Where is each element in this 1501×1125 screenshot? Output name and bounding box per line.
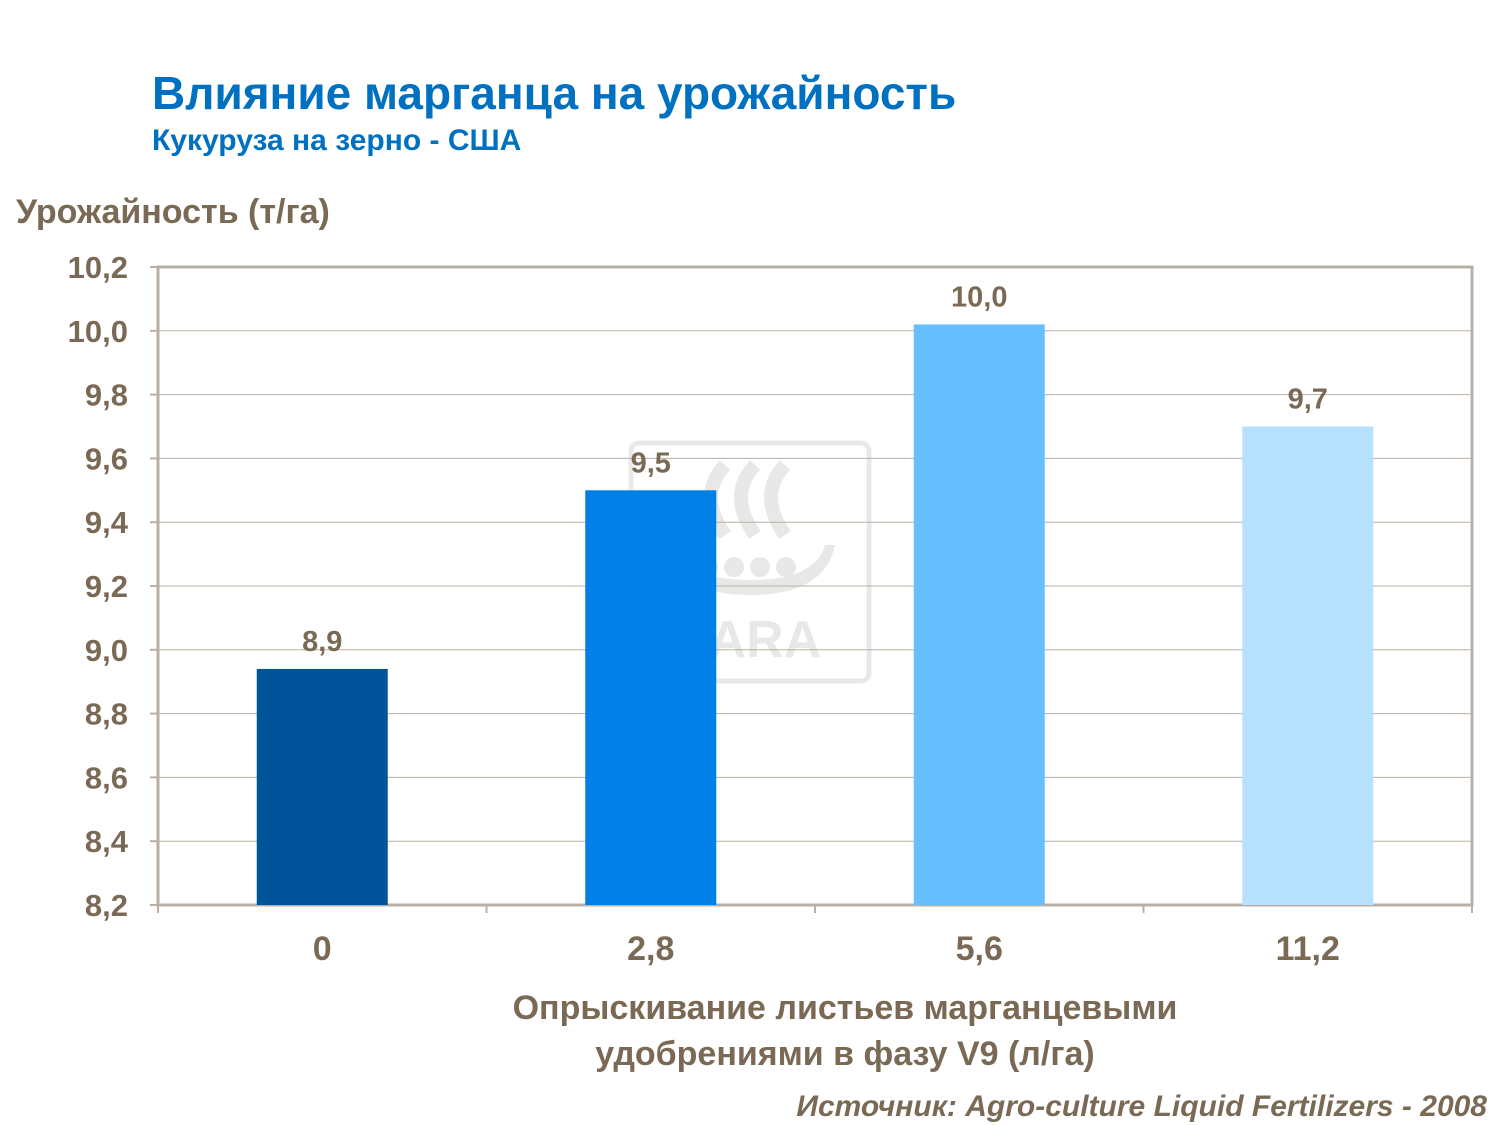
y-tick-label: 9,2 [85,569,128,604]
chart-subtitle: Кукуруза на зерно - США [152,124,522,157]
data-label: 8,9 [302,626,342,658]
bar [256,668,388,905]
x-tick-label: 0 [313,930,332,968]
x-tick-label: 11,2 [1276,930,1340,968]
watermark-wave [764,460,791,540]
y-tick-label: 10,2 [68,250,128,285]
data-label: 10,0 [951,281,1007,313]
x-axis-label-line-2: удобрениями в фазу V9 (л/га) [595,1035,1095,1073]
y-tick-label: 9,0 [85,633,128,668]
y-tick-label: 10,0 [68,314,128,349]
y-tick-label: 9,4 [85,505,129,540]
bar [1242,426,1374,905]
y-tick-label: 9,8 [85,378,128,413]
data-label: 9,7 [1288,384,1328,416]
data-label: 9,5 [631,447,671,479]
y-tick-label: 8,8 [85,697,128,732]
x-tick-label: 2,8 [627,930,674,968]
watermark-wave [734,460,761,540]
y-tick-label: 9,6 [85,441,128,476]
source-note: Источник: Agro-culture Liquid Fertilizer… [796,1090,1487,1123]
y-tick-label: 8,6 [85,760,128,795]
bar [585,490,717,905]
watermark-dot [724,557,744,577]
x-axis-label: Опрыскивание листьев марганцевыми удобре… [345,985,1345,1077]
y-axis-label: Урожайность (т/га) [16,193,330,231]
y-tick-label: 8,2 [85,888,128,923]
x-tick-label: 5,6 [956,930,1003,968]
watermark-dot [750,557,770,577]
bar [913,324,1045,905]
y-tick-label: 8,4 [85,824,129,859]
watermark-dot [776,557,796,577]
chart-title: Влияние марганца на урожайность [152,67,957,119]
x-axis-label-line-1: Опрыскивание листьев марганцевыми [512,989,1178,1027]
